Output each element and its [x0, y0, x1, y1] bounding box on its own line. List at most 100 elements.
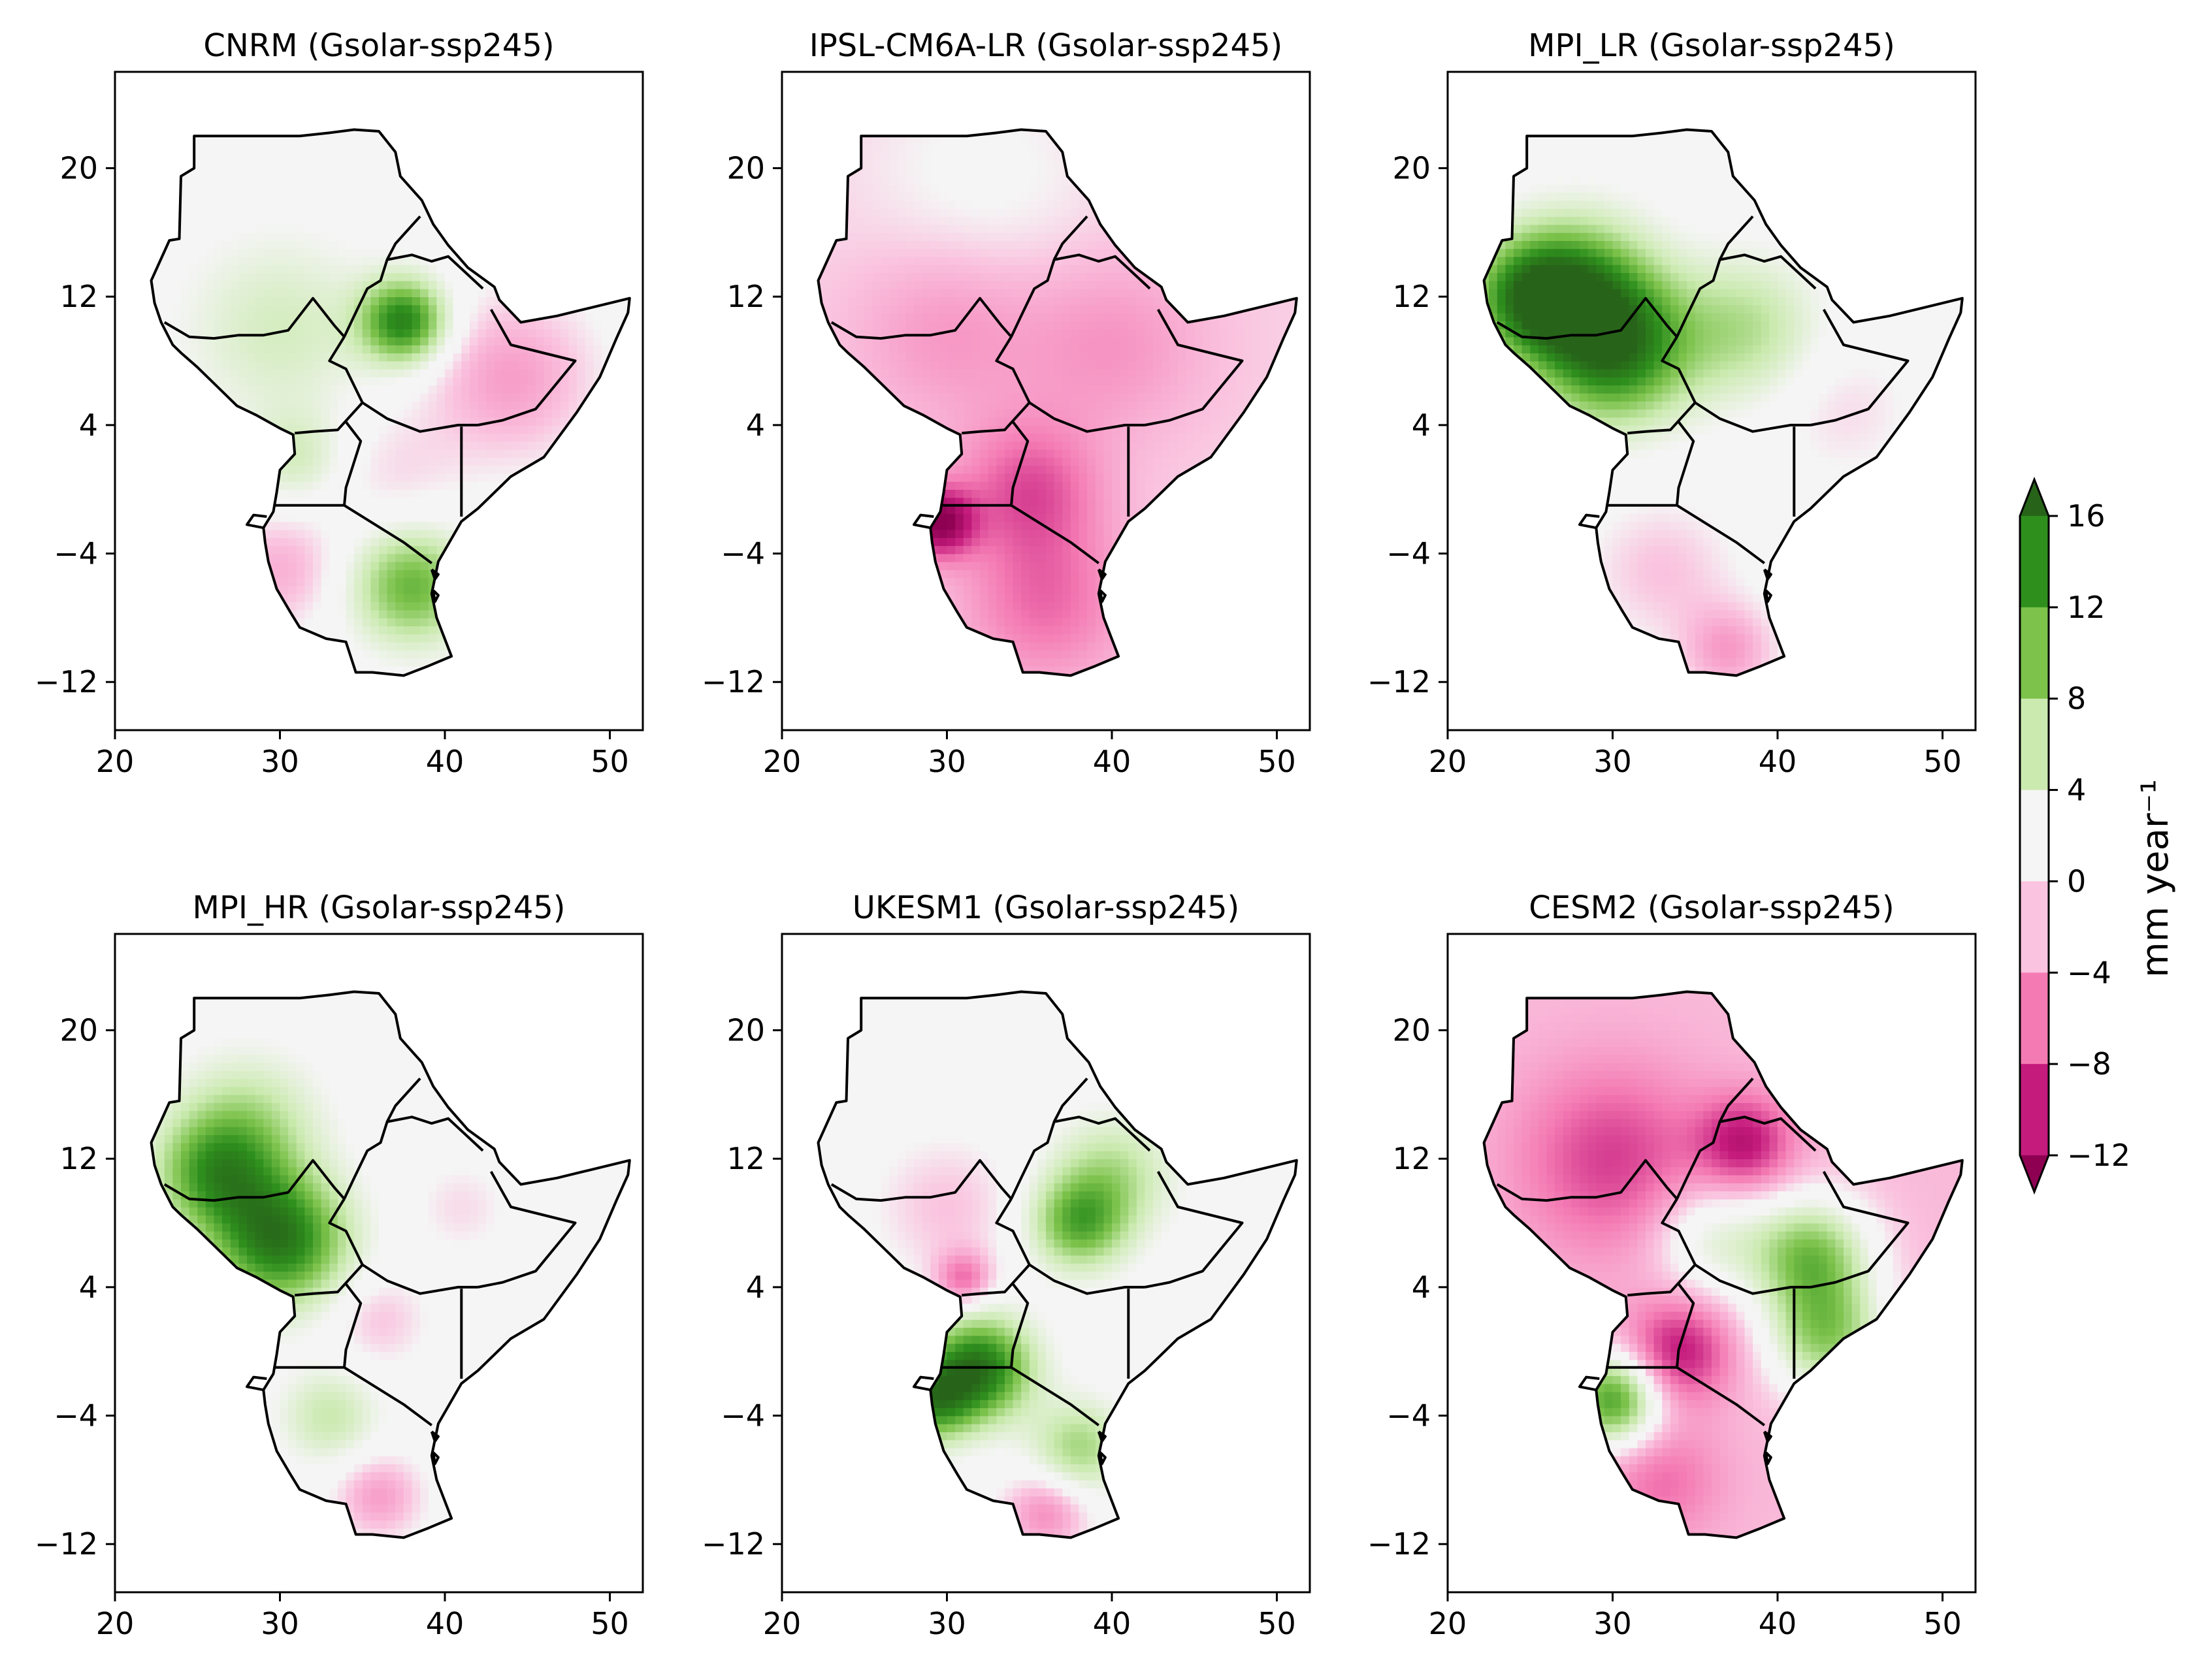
field-cell — [798, 337, 807, 345]
field-cell — [453, 666, 462, 675]
field-cell — [486, 457, 495, 466]
field-cell — [164, 497, 174, 506]
field-cell — [552, 449, 561, 458]
field-cell — [304, 417, 314, 426]
field-cell — [205, 321, 215, 330]
field-cell — [577, 594, 586, 603]
field-cell — [577, 585, 586, 594]
field-cell — [577, 216, 586, 225]
field-cell — [205, 393, 215, 402]
field-cell — [568, 674, 577, 676]
field-cell — [618, 658, 627, 667]
field-cell — [313, 401, 322, 410]
field-cell — [255, 136, 264, 145]
field-cell — [818, 160, 824, 169]
field-cell — [263, 345, 272, 354]
field-cell — [271, 457, 281, 466]
field-cell — [280, 168, 289, 177]
field-cell — [140, 377, 148, 385]
field-cell — [156, 674, 165, 676]
field-cell — [502, 353, 512, 362]
field-cell — [544, 336, 553, 345]
field-cell — [839, 336, 849, 345]
field-cell — [222, 594, 231, 603]
field-cell — [552, 529, 561, 538]
field-cell — [337, 160, 347, 169]
field-cell — [189, 513, 198, 522]
field-cell — [164, 674, 174, 676]
field-cell — [560, 674, 570, 676]
field-cell — [511, 417, 520, 426]
field-cell — [172, 240, 182, 249]
field-cell — [205, 368, 215, 377]
field-cell — [280, 521, 289, 530]
field-cell — [626, 465, 630, 474]
field-cell — [280, 321, 289, 330]
field-cell — [585, 321, 594, 330]
field-cell — [362, 297, 372, 306]
field-cell — [395, 329, 404, 338]
field-cell — [379, 248, 388, 257]
field-cell — [544, 345, 553, 354]
field-cell — [494, 265, 504, 274]
field-cell — [387, 682, 396, 690]
field-cell — [823, 297, 832, 306]
field-cell — [453, 240, 462, 249]
field-cell — [823, 336, 832, 345]
field-cell — [601, 465, 611, 474]
field-cell — [453, 377, 462, 386]
field-cell — [807, 626, 815, 634]
field-cell — [593, 658, 602, 667]
field-cell — [255, 425, 264, 434]
field-cell — [585, 465, 594, 474]
field-cell — [247, 336, 256, 345]
field-cell — [453, 537, 462, 547]
field-cell — [568, 200, 577, 209]
field-cell — [304, 321, 314, 330]
field-cell — [502, 617, 512, 626]
field-cell — [370, 497, 380, 506]
field-cell — [519, 168, 528, 177]
field-cell — [304, 489, 314, 498]
field-cell — [313, 658, 322, 667]
field-cell — [189, 336, 198, 345]
field-cell — [346, 152, 355, 161]
field-cell — [469, 457, 479, 466]
field-cell — [519, 666, 528, 675]
field-cell — [151, 401, 157, 410]
field-cell — [140, 305, 148, 313]
field-cell — [181, 248, 190, 257]
field-cell — [156, 353, 165, 362]
field-cell — [601, 136, 611, 145]
field-cell — [831, 385, 841, 394]
field-cell — [535, 545, 545, 554]
field-cell — [626, 288, 630, 297]
field-cell — [469, 336, 479, 345]
field-cell — [502, 529, 512, 538]
field-cell — [230, 336, 240, 345]
field-cell — [428, 144, 438, 153]
field-cell — [370, 321, 380, 330]
field-cell — [387, 120, 396, 129]
field-cell — [527, 609, 536, 618]
field-cell — [354, 585, 363, 594]
field-cell — [395, 481, 404, 490]
field-cell — [818, 513, 824, 522]
field-cell — [271, 377, 281, 386]
field-cell — [379, 481, 388, 490]
field-cell — [263, 457, 272, 466]
field-cell — [535, 601, 545, 611]
field-cell — [486, 521, 495, 530]
field-cell — [511, 433, 520, 442]
field-cell — [519, 265, 528, 274]
field-cell — [535, 497, 545, 506]
y-tick-label: −4 — [54, 536, 98, 571]
field-cell — [535, 321, 545, 330]
field-cell — [626, 345, 630, 354]
field-cell — [823, 626, 832, 635]
field-cell — [370, 385, 380, 394]
field-cell — [395, 513, 404, 522]
field-cell — [494, 256, 504, 265]
field-cell — [618, 626, 627, 635]
field-cell — [494, 216, 504, 225]
